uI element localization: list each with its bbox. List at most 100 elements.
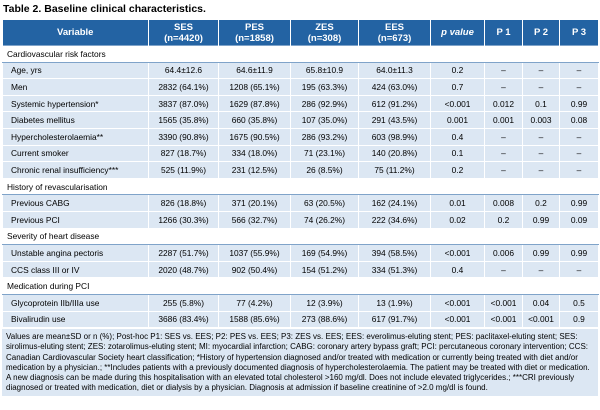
cell: 2832 (64.1%) xyxy=(148,78,219,96)
cell: – xyxy=(559,61,599,80)
cell: – xyxy=(559,161,599,179)
cell: 0.2 xyxy=(430,61,485,80)
row-label: Previous CABG xyxy=(2,194,149,212)
cell: 0.4 xyxy=(430,260,485,279)
cell: 566 (32.7%) xyxy=(218,210,291,229)
row-label: Age, yrs xyxy=(2,61,149,80)
cell: 0.006 xyxy=(484,244,523,262)
section-row: Severity of heart disease xyxy=(2,227,599,246)
row-label: CCS class III or IV xyxy=(2,260,149,279)
data-row: Diabetes mellitus 1565 (35.8%) 660 (35.8%)… xyxy=(2,111,599,129)
cell: 140 (20.8%) xyxy=(358,144,431,163)
row-label: Glycoprotein IIb/IIIa use xyxy=(2,293,149,312)
cell: 291 (43.5%) xyxy=(358,111,431,129)
cell: 273 (88.6%) xyxy=(290,310,359,329)
cell: – xyxy=(484,260,523,279)
cell: 603 (98.9%) xyxy=(358,127,431,146)
cell: 0.02 xyxy=(430,210,485,229)
header-cell: Variable xyxy=(2,20,149,46)
cell: 286 (93.2%) xyxy=(290,127,359,146)
cell: 612 (91.2%) xyxy=(358,94,431,113)
cell: 902 (50.4%) xyxy=(218,260,291,279)
cell: 0.2 xyxy=(430,161,485,179)
data-row: Unstable angina pectoris 2287 (51.7%) 1037… xyxy=(2,244,599,262)
page: Table 2. Baseline clinical characteristi… xyxy=(2,3,599,397)
cell: 154 (51.2%) xyxy=(290,260,359,279)
cell: 3390 (90.8%) xyxy=(148,127,219,146)
cell: 0.99 xyxy=(559,244,599,262)
header-cell: P 1 xyxy=(484,20,523,46)
cell: 75 (11.2%) xyxy=(358,161,431,179)
data-row: Previous CABG 826 (18.8%) 371 (20.1%) 63 (2… xyxy=(2,194,599,212)
header-cell: EES (n=673) xyxy=(358,20,431,46)
cell: 64.4±12.6 xyxy=(148,61,219,80)
cell: 0.7 xyxy=(430,78,485,96)
data-row: Age, yrs 64.4±12.6 64.6±11.9 65.8±10.9 64.0±… xyxy=(2,61,599,80)
data-row: Previous PCI 1266 (30.3%) 566 (32.7%) 74 (2… xyxy=(2,210,599,229)
cell: 0.012 xyxy=(484,94,523,113)
cell: 0.99 xyxy=(522,244,560,262)
row-label: Current smoker xyxy=(2,144,149,163)
cell: 0.001 xyxy=(430,111,485,129)
cell: – xyxy=(484,78,523,96)
cell: 0.5 xyxy=(559,293,599,312)
row-label: Bivalirudin use xyxy=(2,310,149,329)
data-row: Glycoprotein IIb/IIIa use 255 (5.8%) 77 (4… xyxy=(2,293,599,312)
header-cell: PES (n=1858) xyxy=(218,20,291,46)
cell: 0.4 xyxy=(430,127,485,146)
table-title: Table 2. Baseline clinical characteristi… xyxy=(3,3,206,15)
cell: 64.0±11.3 xyxy=(358,61,431,80)
cell: – xyxy=(522,61,560,80)
cell: <0.001 xyxy=(430,244,485,262)
cell: 0.003 xyxy=(522,111,560,129)
cell: 1565 (35.8%) xyxy=(148,111,219,129)
cell: 1208 (65.1%) xyxy=(218,78,291,96)
section-row: History of revascularisation xyxy=(2,177,599,196)
data-row: CCS class III or IV 2020 (48.7%) 902 (50.4… xyxy=(2,260,599,279)
cell: 0.04 xyxy=(522,293,560,312)
cell: 1629 (87.8%) xyxy=(218,94,291,113)
header-cell: ZES (n=308) xyxy=(290,20,359,46)
cell: 827 (18.7%) xyxy=(148,144,219,163)
cell: 0.001 xyxy=(484,111,523,129)
cell: 286 (92.9%) xyxy=(290,94,359,113)
cell: 162 (24.1%) xyxy=(358,194,431,212)
cell: 0.2 xyxy=(522,194,560,212)
cell: 2020 (48.7%) xyxy=(148,260,219,279)
cell: 1588 (85.6%) xyxy=(218,310,291,329)
cell: 13 (1.9%) xyxy=(358,293,431,312)
section-row: Medication during PCI xyxy=(2,277,599,295)
cell: 222 (34.6%) xyxy=(358,210,431,229)
cell: 334 (18.0%) xyxy=(218,144,291,163)
section-title: History of revascularisation xyxy=(2,177,599,196)
cell: 3686 (83.4%) xyxy=(148,310,219,329)
cell: – xyxy=(484,61,523,80)
cell: <0.001 xyxy=(484,293,523,312)
cell: <0.001 xyxy=(430,293,485,312)
cell: 660 (35.8%) xyxy=(218,111,291,129)
cell: – xyxy=(522,127,560,146)
section-title: Medication during PCI xyxy=(2,277,599,295)
header-cell: P 2 xyxy=(522,20,560,46)
cell: 71 (23.1%) xyxy=(290,144,359,163)
section-row: Cardiovascular risk factors xyxy=(2,45,599,63)
cell: 107 (35.0%) xyxy=(290,111,359,129)
cell: 0.08 xyxy=(559,111,599,129)
section-title: Severity of heart disease xyxy=(2,227,599,246)
cell: 195 (63.3%) xyxy=(290,78,359,96)
cell: – xyxy=(522,78,560,96)
cell: – xyxy=(559,260,599,279)
data-row: Hypercholesterolaemia** 3390 (90.8%) 1675 … xyxy=(2,127,599,146)
data-row: Bivalirudin use 3686 (83.4%) 1588 (85.6%) 2… xyxy=(2,310,599,329)
cell: – xyxy=(559,78,599,96)
cell: 0.2 xyxy=(484,210,523,229)
header-row: Variable SES (n=4420) PES (n=1858) ZES (n=3… xyxy=(2,20,599,46)
cell: 77 (4.2%) xyxy=(218,293,291,312)
cell: 394 (58.5%) xyxy=(358,244,431,262)
cell: 826 (18.8%) xyxy=(148,194,219,212)
data-row: Systemic hypertension* 3837 (87.0%) 1629 (… xyxy=(2,94,599,113)
cell: 2287 (51.7%) xyxy=(148,244,219,262)
cell: – xyxy=(484,127,523,146)
cell: 371 (20.1%) xyxy=(218,194,291,212)
cell: <0.001 xyxy=(522,310,560,329)
